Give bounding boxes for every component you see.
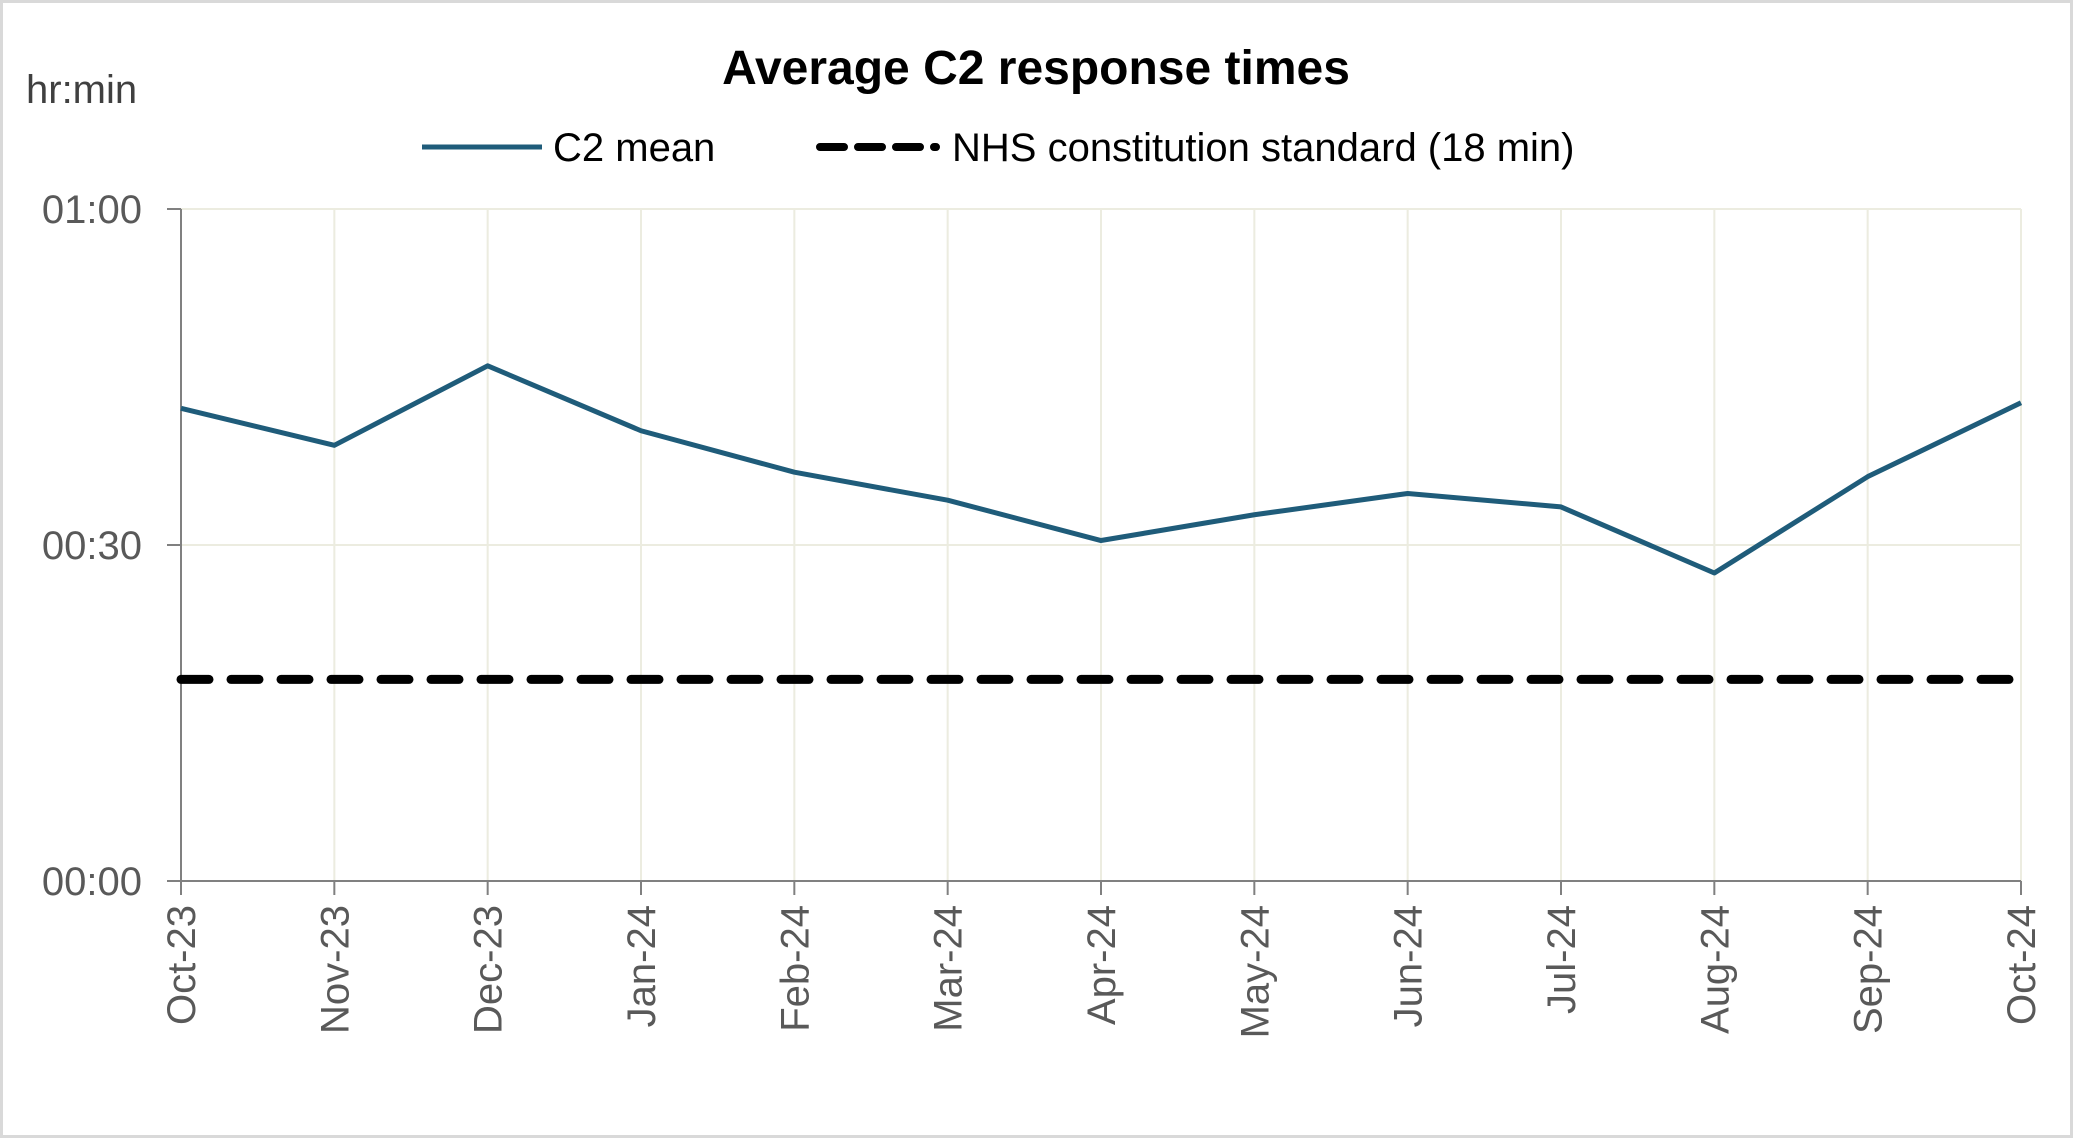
x-tick-label: Dec-23 — [467, 905, 511, 1034]
x-tick-label: Sep-24 — [1847, 905, 1891, 1034]
grid-layer — [181, 208, 2022, 881]
x-tick-label: Feb-24 — [773, 905, 817, 1032]
x-tick-label: Mar-24 — [927, 905, 971, 1032]
y-tick-label: 01:00 — [42, 188, 142, 232]
series-layer — [176, 363, 2026, 684]
axes-layer — [167, 208, 2022, 895]
x-tick-label: Oct-24 — [2000, 905, 2044, 1025]
chart-title: Average C2 response times — [722, 42, 1350, 95]
x-tick-label: Nov-23 — [313, 905, 357, 1034]
y-tick-label: 00:00 — [42, 860, 142, 904]
x-tick-label: Jul-24 — [1540, 905, 1584, 1014]
y-tick-labels: 00:00 00:30 01:00 — [42, 188, 142, 904]
x-tick-label: Aug-24 — [1693, 905, 1737, 1034]
x-tick-label: Oct-23 — [160, 905, 204, 1025]
x-tick-label: Jan-24 — [620, 905, 664, 1027]
x-tick-labels: Oct-23 Nov-23 Dec-23 Jan-24 Feb-24 Mar-24 Apr-… — [160, 905, 2044, 1038]
x-tick-label: Apr-24 — [1080, 905, 1124, 1025]
legend-label-c2-mean: C2 mean — [553, 126, 715, 170]
chart-legend: C2 mean NHS constitution standard (18 mi… — [422, 126, 1575, 170]
x-tick-label: May-24 — [1233, 905, 1277, 1038]
x-tick-label: Jun-24 — [1387, 905, 1431, 1027]
y-axis-unit-label: hr:min — [26, 68, 137, 112]
series-line-c2-mean — [180, 363, 2023, 576]
y-tick-label: 00:30 — [42, 524, 142, 568]
legend-label-nhs-standard: NHS constitution standard (18 min) — [952, 126, 1575, 170]
